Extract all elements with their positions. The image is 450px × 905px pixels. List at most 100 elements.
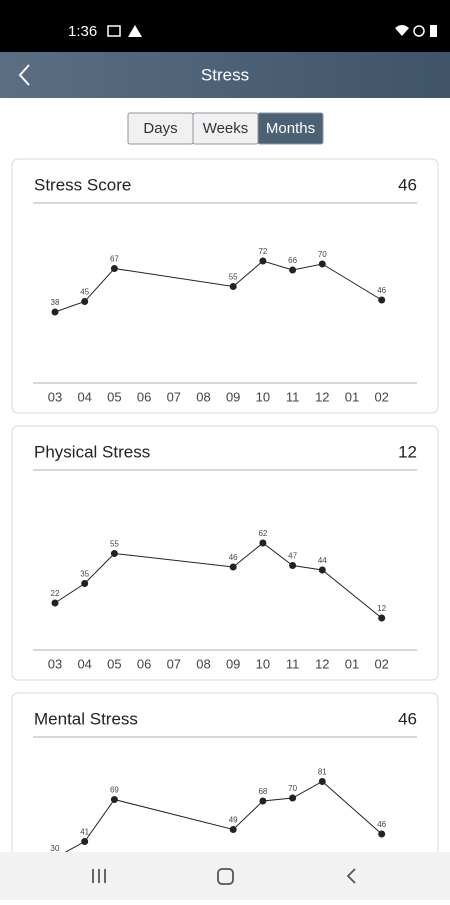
- point: [110, 265, 118, 272]
- data-label: 22: [51, 589, 60, 598]
- status-icon: [413, 25, 425, 37]
- x-tick-label: 05: [107, 389, 121, 404]
- data-label: 45: [80, 288, 89, 297]
- x-tick-label: 10: [256, 389, 270, 404]
- point: [259, 257, 267, 265]
- x-tick-label: 08: [196, 656, 210, 671]
- x-tick-label: 09: [226, 389, 240, 404]
- card-value: 46: [398, 709, 417, 728]
- point: [229, 826, 237, 833]
- x-tick-label: 08: [196, 389, 210, 404]
- x-tick-label: 06: [137, 656, 151, 671]
- point: [289, 266, 297, 274]
- point: [81, 838, 89, 845]
- x-tick-label: 09: [226, 656, 240, 671]
- x-tick-label: 04: [77, 389, 91, 404]
- back-button[interactable]: [18, 64, 30, 86]
- data-label: 72: [258, 247, 267, 256]
- point: [259, 797, 267, 805]
- data-label: 44: [318, 556, 327, 565]
- data-label: 46: [229, 553, 238, 562]
- card: [11, 158, 439, 414]
- header-title: Stress: [201, 65, 249, 84]
- status-icon: [128, 25, 142, 37]
- line: [54, 542, 383, 619]
- data-label: 69: [110, 786, 119, 795]
- data-label: 62: [258, 529, 267, 538]
- tab[interactable]: [257, 112, 324, 145]
- x-tick-label: 05: [107, 656, 121, 671]
- x-tick-label: 12: [315, 656, 329, 671]
- point: [259, 539, 267, 547]
- point: [110, 550, 118, 557]
- tab-label[interactable]: Days: [143, 120, 177, 137]
- x-tick-label: 07: [167, 389, 181, 404]
- x-tick-label: 03: [48, 656, 62, 671]
- data-label: 47: [288, 552, 297, 561]
- x-tick-label: 02: [374, 389, 388, 404]
- point: [81, 580, 89, 587]
- point: [110, 796, 118, 803]
- point: [229, 563, 237, 571]
- data-label: 67: [110, 255, 119, 264]
- x-tick-label: 11: [286, 389, 300, 404]
- x-tick-label: 03: [48, 389, 62, 404]
- card-title: Mental Stress: [34, 709, 138, 728]
- battery-icon: [430, 25, 437, 37]
- point: [229, 283, 237, 290]
- data-label: 41: [80, 828, 89, 837]
- data-label: 46: [377, 286, 386, 295]
- data-label: 35: [80, 570, 89, 579]
- data-label: 66: [288, 256, 297, 265]
- line: [54, 260, 382, 313]
- point: [51, 599, 59, 607]
- data-label: 55: [110, 540, 119, 549]
- x-tick-label: 06: [137, 389, 151, 404]
- wifi-icon: [395, 25, 409, 36]
- point: [51, 308, 59, 316]
- x-tick-label: 07: [167, 656, 181, 671]
- data-label: 49: [229, 816, 238, 825]
- data-label: 70: [288, 784, 297, 793]
- x-tick-label: 04: [77, 656, 91, 671]
- point: [289, 794, 297, 802]
- nav-back[interactable]: [346, 868, 356, 884]
- data-label: 68: [258, 787, 267, 796]
- nav-recent[interactable]: [92, 869, 106, 883]
- card-value: 46: [398, 175, 417, 194]
- data-label: 55: [229, 273, 238, 282]
- data-label: 38: [51, 298, 60, 307]
- point: [318, 778, 326, 785]
- x-tick-label: 02: [374, 656, 388, 671]
- header-bar: [0, 52, 450, 98]
- point: [378, 830, 386, 838]
- x-tick-label: 01: [345, 656, 359, 671]
- card: [11, 425, 439, 681]
- nav-bar: [0, 852, 450, 900]
- data-label: 70: [318, 250, 327, 259]
- nav-home[interactable]: [217, 868, 234, 885]
- card-title: Physical Stress: [34, 442, 150, 461]
- line: [64, 780, 383, 852]
- data-label: 46: [377, 820, 386, 829]
- point: [378, 296, 386, 304]
- content: Days Weeks Months Stress Score 46 03 04 05 06 07 0…: [11, 112, 439, 853]
- data-label: 30: [51, 844, 60, 853]
- card: [11, 692, 439, 852]
- card-title: Stress Score: [34, 175, 131, 194]
- point: [289, 562, 297, 569]
- data-label: 12: [377, 604, 386, 613]
- point: [318, 566, 326, 574]
- point: [81, 298, 89, 305]
- x-tick-label: 11: [286, 656, 300, 671]
- data-label: 81: [318, 768, 327, 777]
- tab-label[interactable]: Months: [266, 120, 315, 137]
- point: [378, 614, 386, 622]
- x-tick-label: 01: [345, 389, 359, 404]
- status-time: 1:36: [68, 23, 97, 40]
- card-value: 12: [398, 442, 417, 461]
- tab-label[interactable]: Weeks: [203, 120, 249, 137]
- x-tick-label: 12: [315, 389, 329, 404]
